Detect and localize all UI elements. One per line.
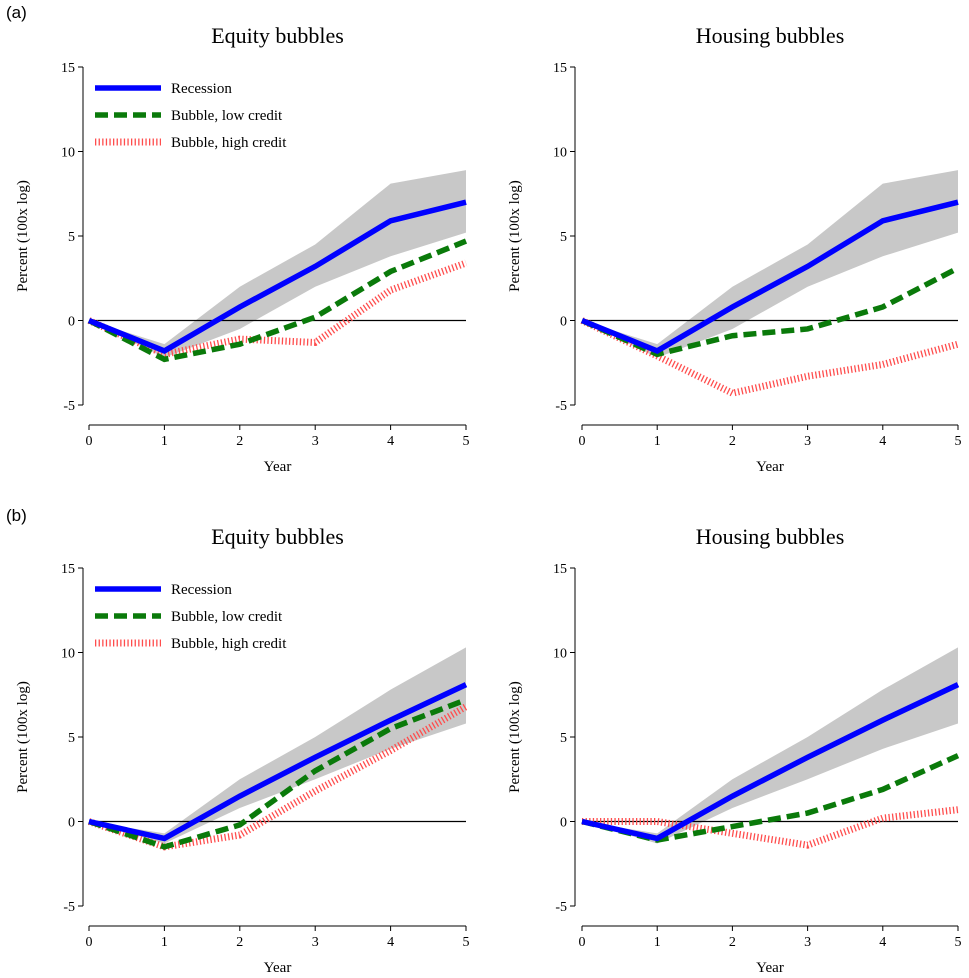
y-tick-label: 0 [560, 816, 567, 831]
chart-title: Housing bubbles [696, 23, 845, 48]
confidence-band [582, 647, 958, 844]
x-tick-label: 4 [879, 935, 886, 950]
y-tick-label: 0 [560, 315, 567, 330]
panel-letter-a: (a) [6, 3, 27, 22]
y-tick-label: 0 [68, 816, 75, 831]
x-tick-label: 3 [804, 434, 811, 449]
confidence-band [582, 170, 958, 358]
x-tick-label: 4 [879, 434, 886, 449]
x-tick-label: 1 [654, 434, 661, 449]
x-tick-label: 5 [463, 935, 470, 950]
legend: Recession Bubble, low credit Bubble, high … [95, 582, 287, 652]
chart-b-housing: Housing bubbles -5 0 5 10 15 0 1 2 3 4 5 Year Percent… [507, 524, 962, 976]
x-tick-label: 2 [729, 434, 736, 449]
series-line-solid [88, 682, 468, 842]
x-tick-label: 5 [955, 935, 962, 950]
legend-label: Bubble, high credit [171, 135, 287, 151]
y-tick-label: 15 [61, 61, 75, 76]
y-tick-label: 0 [68, 315, 75, 330]
y-tick-label: 5 [68, 731, 75, 746]
y-tick-label: 10 [61, 146, 75, 161]
y-tick-label: 5 [68, 230, 75, 245]
x-tick-label: 0 [86, 935, 93, 950]
confidence-band [89, 647, 466, 844]
y-tick-label: -5 [555, 900, 567, 915]
x-axis-label: Year [264, 960, 292, 976]
chart-title: Equity bubbles [211, 23, 344, 48]
series-line-solid [581, 682, 960, 842]
y-axis-label: Percent (100x log) [507, 681, 523, 793]
y-tick-label: 15 [61, 562, 75, 577]
chart-a-housing: Housing bubbles -5 0 5 10 15 0 1 2 3 4 5 Year Percent… [507, 23, 962, 475]
x-tick-label: 4 [387, 935, 394, 950]
x-tick-label: 5 [955, 434, 962, 449]
legend-label: Recession [171, 81, 232, 97]
y-axis-label: Percent (100x log) [15, 681, 31, 793]
x-tick-label: 3 [312, 434, 319, 449]
y-tick-label: 15 [553, 61, 567, 76]
legend-label: Bubble, low credit [171, 609, 283, 625]
y-tick-label: 10 [61, 647, 75, 662]
y-tick-label: 5 [560, 731, 567, 746]
y-tick-label: 10 [553, 146, 567, 161]
series-line-dashed [88, 697, 467, 850]
series-line-dotted [582, 806, 959, 849]
x-tick-label: 1 [654, 935, 661, 950]
series-line-solid [87, 199, 467, 354]
y-tick-label: 15 [553, 562, 567, 577]
x-tick-label: 2 [236, 935, 243, 950]
chart-title: Housing bubbles [696, 524, 845, 549]
x-axis-label: Year [264, 459, 292, 475]
x-tick-label: 0 [579, 935, 586, 950]
y-tick-label: 5 [560, 230, 567, 245]
legend-label: Bubble, high credit [171, 636, 287, 652]
chart-b-equity: Equity bubbles -5 0 5 10 15 0 1 2 3 4 5 Year Percent … [15, 524, 470, 976]
chart-title: Equity bubbles [211, 524, 344, 549]
x-tick-label: 0 [579, 434, 586, 449]
x-tick-label: 1 [161, 935, 168, 950]
x-tick-label: 2 [729, 935, 736, 950]
legend: Recession Bubble, low credit Bubble, high … [95, 81, 287, 151]
confidence-band [89, 170, 466, 358]
y-tick-label: 10 [553, 647, 567, 662]
y-axis-label: Percent (100x log) [507, 180, 523, 292]
panel-letter-b: (b) [6, 506, 27, 525]
series-line-solid [580, 199, 959, 354]
y-axis-label: Percent (100x log) [15, 180, 31, 292]
x-tick-label: 3 [804, 935, 811, 950]
x-tick-label: 4 [387, 434, 394, 449]
y-tick-label: -5 [63, 399, 75, 414]
y-tick-label: -5 [63, 900, 75, 915]
x-tick-label: 1 [161, 434, 168, 449]
x-axis-label: Year [756, 459, 784, 475]
y-tick-label: -5 [555, 399, 567, 414]
series-line-dashed [87, 238, 468, 363]
legend-label: Bubble, low credit [171, 108, 283, 124]
x-axis-label: Year [756, 960, 784, 976]
chart-a-equity: Equity bubbles -5 0 5 10 15 0 1 2 3 4 5 Year Percent … [15, 23, 470, 475]
x-tick-label: 0 [86, 434, 93, 449]
x-tick-label: 3 [312, 935, 319, 950]
legend-label: Recession [171, 582, 232, 598]
x-tick-label: 2 [236, 434, 243, 449]
x-tick-label: 5 [463, 434, 470, 449]
